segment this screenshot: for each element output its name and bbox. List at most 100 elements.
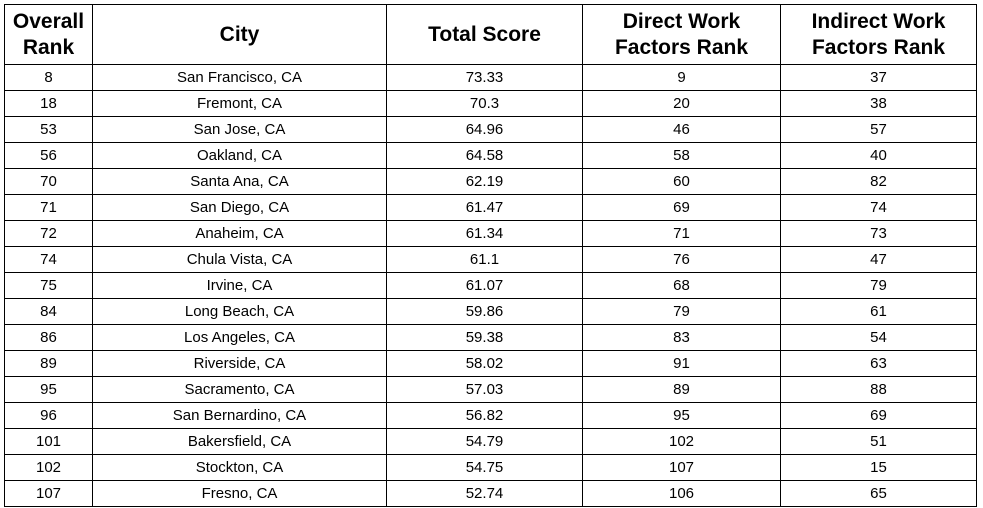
overall-rank-cell: 18: [4, 90, 93, 117]
table-row: 70 Santa Ana, CA 62.19 60 82: [4, 168, 977, 195]
total-score-cell: 62.19: [386, 168, 583, 195]
city-cell: Chula Vista, CA: [92, 246, 387, 273]
direct-work-factors-rank-cell: 76: [582, 246, 781, 273]
indirect-work-factors-rank-cell: 82: [780, 168, 977, 195]
direct-work-factors-rank-cell: 107: [582, 454, 781, 481]
direct-work-factors-rank-cell: 71: [582, 220, 781, 247]
overall-rank-cell: 71: [4, 194, 93, 221]
table-row: 74 Chula Vista, CA 61.1 76 47: [4, 246, 977, 273]
direct-work-factors-rank-cell: 89: [582, 376, 781, 403]
city-cell: San Francisco, CA: [92, 64, 387, 91]
direct-work-factors-rank-cell: 20: [582, 90, 781, 117]
total-score-cell: 64.58: [386, 142, 583, 169]
city-cell: Stockton, CA: [92, 454, 387, 481]
table-row: 86 Los Angeles, CA 59.38 83 54: [4, 324, 977, 351]
table-row: 8 San Francisco, CA 73.33 9 37: [4, 64, 977, 91]
header-row: Overall Rank City Total Score Direct Wor…: [4, 4, 977, 65]
overall-rank-cell: 74: [4, 246, 93, 273]
total-score-cell: 54.75: [386, 454, 583, 481]
ranking-table-container: Overall Rank City Total Score Direct Wor…: [4, 4, 977, 507]
overall-rank-cell: 96: [4, 402, 93, 429]
overall-rank-cell: 56: [4, 142, 93, 169]
header-overall-rank: Overall Rank: [4, 4, 93, 65]
table-row: 72 Anaheim, CA 61.34 71 73: [4, 220, 977, 247]
table-row: 71 San Diego, CA 61.47 69 74: [4, 194, 977, 221]
direct-work-factors-rank-cell: 68: [582, 272, 781, 299]
city-ranking-table: Overall Rank City Total Score Direct Wor…: [4, 4, 977, 507]
direct-work-factors-rank-cell: 83: [582, 324, 781, 351]
city-cell: Sacramento, CA: [92, 376, 387, 403]
city-cell: San Bernardino, CA: [92, 402, 387, 429]
total-score-cell: 58.02: [386, 350, 583, 377]
header-total-score: Total Score: [386, 4, 583, 65]
overall-rank-cell: 86: [4, 324, 93, 351]
direct-work-factors-rank-cell: 106: [582, 480, 781, 507]
total-score-cell: 61.07: [386, 272, 583, 299]
city-cell: Los Angeles, CA: [92, 324, 387, 351]
direct-work-factors-rank-cell: 91: [582, 350, 781, 377]
overall-rank-cell: 53: [4, 116, 93, 143]
direct-work-factors-rank-cell: 69: [582, 194, 781, 221]
table-row: 101 Bakersfield, CA 54.79 102 51: [4, 428, 977, 455]
table-row: 96 San Bernardino, CA 56.82 95 69: [4, 402, 977, 429]
indirect-work-factors-rank-cell: 47: [780, 246, 977, 273]
city-cell: Long Beach, CA: [92, 298, 387, 325]
indirect-work-factors-rank-cell: 38: [780, 90, 977, 117]
city-cell: Irvine, CA: [92, 272, 387, 299]
indirect-work-factors-rank-cell: 88: [780, 376, 977, 403]
city-cell: Anaheim, CA: [92, 220, 387, 247]
city-cell: Fremont, CA: [92, 90, 387, 117]
total-score-cell: 59.86: [386, 298, 583, 325]
indirect-work-factors-rank-cell: 73: [780, 220, 977, 247]
overall-rank-cell: 107: [4, 480, 93, 507]
table-row: 84 Long Beach, CA 59.86 79 61: [4, 298, 977, 325]
indirect-work-factors-rank-cell: 15: [780, 454, 977, 481]
table-body: 8 San Francisco, CA 73.33 9 37 18 Fremont, CA 7…: [4, 64, 977, 507]
direct-work-factors-rank-cell: 9: [582, 64, 781, 91]
indirect-work-factors-rank-cell: 37: [780, 64, 977, 91]
total-score-cell: 61.47: [386, 194, 583, 221]
city-cell: Bakersfield, CA: [92, 428, 387, 455]
header-indirect-work-factors-rank: Indirect Work Factors Rank: [780, 4, 977, 65]
indirect-work-factors-rank-cell: 40: [780, 142, 977, 169]
header-direct-work-factors-rank: Direct Work Factors Rank: [582, 4, 781, 65]
indirect-work-factors-rank-cell: 74: [780, 194, 977, 221]
city-cell: San Diego, CA: [92, 194, 387, 221]
indirect-work-factors-rank-cell: 54: [780, 324, 977, 351]
direct-work-factors-rank-cell: 102: [582, 428, 781, 455]
direct-work-factors-rank-cell: 46: [582, 116, 781, 143]
overall-rank-cell: 8: [4, 64, 93, 91]
overall-rank-cell: 89: [4, 350, 93, 377]
indirect-work-factors-rank-cell: 63: [780, 350, 977, 377]
city-cell: Oakland, CA: [92, 142, 387, 169]
overall-rank-cell: 70: [4, 168, 93, 195]
table-row: 89 Riverside, CA 58.02 91 63: [4, 350, 977, 377]
table-row: 75 Irvine, CA 61.07 68 79: [4, 272, 977, 299]
total-score-cell: 70.3: [386, 90, 583, 117]
city-cell: Santa Ana, CA: [92, 168, 387, 195]
table-row: 56 Oakland, CA 64.58 58 40: [4, 142, 977, 169]
table-row: 95 Sacramento, CA 57.03 89 88: [4, 376, 977, 403]
overall-rank-cell: 75: [4, 272, 93, 299]
overall-rank-cell: 84: [4, 298, 93, 325]
total-score-cell: 61.34: [386, 220, 583, 247]
table-row: 18 Fremont, CA 70.3 20 38: [4, 90, 977, 117]
indirect-work-factors-rank-cell: 65: [780, 480, 977, 507]
overall-rank-cell: 102: [4, 454, 93, 481]
total-score-cell: 59.38: [386, 324, 583, 351]
header-city: City: [92, 4, 387, 65]
indirect-work-factors-rank-cell: 79: [780, 272, 977, 299]
city-cell: Fresno, CA: [92, 480, 387, 507]
total-score-cell: 52.74: [386, 480, 583, 507]
total-score-cell: 54.79: [386, 428, 583, 455]
total-score-cell: 73.33: [386, 64, 583, 91]
total-score-cell: 57.03: [386, 376, 583, 403]
table-row: 102 Stockton, CA 54.75 107 15: [4, 454, 977, 481]
direct-work-factors-rank-cell: 60: [582, 168, 781, 195]
total-score-cell: 64.96: [386, 116, 583, 143]
direct-work-factors-rank-cell: 95: [582, 402, 781, 429]
direct-work-factors-rank-cell: 79: [582, 298, 781, 325]
total-score-cell: 61.1: [386, 246, 583, 273]
overall-rank-cell: 95: [4, 376, 93, 403]
indirect-work-factors-rank-cell: 69: [780, 402, 977, 429]
